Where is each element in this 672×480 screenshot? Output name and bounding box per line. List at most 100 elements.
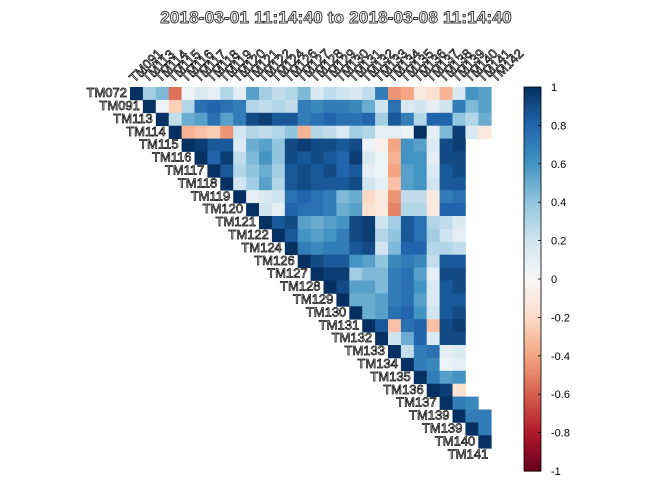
colorbar-band	[524, 144, 541, 148]
heatmap-cell	[478, 435, 492, 449]
heatmap-cell	[375, 112, 389, 127]
heatmap-cell	[323, 280, 337, 294]
heatmap-cell	[362, 216, 376, 230]
colorbar-band	[524, 331, 541, 335]
heatmap-cell	[297, 241, 311, 256]
heatmap-cell	[413, 319, 428, 333]
heatmap-cell	[349, 254, 363, 268]
heatmap-cell	[323, 164, 337, 178]
heatmap-cell	[271, 203, 286, 217]
heatmap-cell	[246, 125, 260, 139]
heatmap-cell	[388, 138, 402, 152]
heatmap-cell	[284, 190, 299, 204]
heatmap-cell	[362, 125, 376, 139]
heatmap-cell	[336, 254, 350, 268]
colorbar-band	[524, 135, 541, 138]
colorbar-band	[524, 442, 541, 446]
colorbar-band	[524, 329, 541, 333]
colorbar-band	[524, 190, 541, 194]
colorbar-band	[524, 456, 541, 460]
colorbar-band	[524, 461, 541, 465]
colorbar-band	[524, 377, 541, 381]
heatmap-cell	[220, 112, 234, 127]
row-label: TM135	[370, 369, 410, 384]
heatmap-cell	[349, 203, 363, 217]
heatmap-cell	[284, 151, 299, 165]
heatmap-cell	[413, 306, 428, 320]
row-label: TM131	[319, 317, 359, 332]
colorbar-band	[524, 432, 541, 436]
colorbar-band	[524, 99, 541, 102]
heatmap-cell	[310, 203, 324, 217]
heatmap-cell	[362, 151, 376, 165]
heatmap-cell	[439, 345, 453, 359]
colorbar-band	[524, 327, 541, 330]
heatmap-cell	[375, 216, 389, 230]
heatmap-cell	[233, 112, 247, 127]
heatmap-cell	[362, 254, 376, 268]
heatmap-cell	[310, 99, 324, 114]
heatmap-cell	[336, 241, 350, 256]
heatmap-cell	[452, 164, 466, 178]
row-label: TM139	[409, 408, 449, 423]
heatmap-cell	[336, 293, 350, 307]
heatmap-cell	[284, 177, 299, 191]
heatmap-cell	[349, 87, 363, 101]
heatmap-cell	[310, 125, 324, 139]
heatmap-cell	[426, 216, 440, 230]
colorbar-band	[524, 295, 541, 299]
colorbar-band	[524, 154, 541, 158]
heatmap-cell	[478, 99, 492, 114]
heatmap-cell	[452, 319, 466, 333]
colorbar-band	[524, 459, 541, 462]
heatmap-cell	[400, 151, 415, 165]
heatmap-cell	[452, 357, 466, 372]
colorbar-band	[524, 183, 541, 186]
heatmap-cell	[413, 87, 428, 101]
colorbar-band	[524, 298, 541, 302]
colorbar-band	[524, 87, 541, 90]
heatmap-cells	[130, 87, 492, 449]
heatmap-cell	[271, 99, 286, 114]
row-label: TM115	[139, 137, 179, 152]
heatmap-cell	[413, 293, 428, 307]
heatmap-cell	[233, 190, 247, 204]
heatmap-cell	[362, 267, 376, 281]
colorbar-band	[524, 245, 541, 249]
row-label: TM091	[99, 98, 139, 113]
heatmap-cell	[271, 138, 286, 152]
row-label: TM127	[267, 266, 307, 281]
heatmap-cell	[207, 164, 221, 178]
heatmap-cell	[349, 267, 363, 281]
row-label: TM114	[126, 124, 166, 139]
heatmap-cell	[259, 164, 273, 178]
heatmap-cell	[452, 177, 466, 191]
colorbar-band	[524, 192, 541, 196]
heatmap-cell	[168, 87, 182, 101]
colorbar-band	[524, 365, 541, 369]
colorbar-band	[524, 449, 541, 453]
heatmap-cell	[400, 228, 415, 243]
heatmap-cell	[452, 151, 466, 165]
colorbar-tick-label: -0.8	[551, 428, 570, 440]
colorbar-band	[524, 276, 541, 280]
heatmap-cell	[452, 254, 466, 268]
heatmap-cell	[426, 164, 440, 178]
heatmap-cell	[259, 190, 273, 204]
colorbar-band	[524, 312, 541, 316]
colorbar-band	[524, 125, 541, 129]
colorbar-band	[524, 353, 541, 357]
heatmap-cell	[271, 112, 286, 127]
row-labels: TM072TM091TM113TM114TM115TM116TM117TM118…	[86, 85, 488, 462]
heatmap-cell	[297, 203, 311, 217]
colorbar-band	[524, 123, 541, 126]
heatmap-cell	[375, 138, 389, 152]
heatmap-cell	[388, 345, 402, 359]
heatmap-cell	[181, 99, 195, 114]
heatmap-cell	[336, 125, 350, 139]
heatmap-cell	[375, 190, 389, 204]
heatmap-cell	[439, 138, 453, 152]
heatmap-cell	[388, 319, 402, 333]
colorbar-band	[524, 91, 541, 95]
